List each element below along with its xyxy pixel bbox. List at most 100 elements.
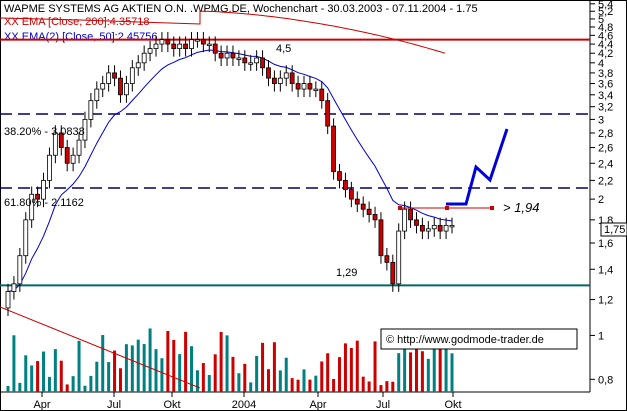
volume-bar: [95, 361, 99, 392]
candle-body: [414, 219, 419, 226]
candle-body: [124, 83, 129, 96]
volume-bar: [367, 381, 371, 392]
candle-body: [165, 39, 171, 45]
candle-body: [141, 52, 147, 64]
candle-body: [283, 72, 289, 79]
volume-bar: [101, 335, 105, 392]
volume-bar: [373, 341, 377, 392]
volume-bar: [338, 357, 342, 392]
y-tick-label: 5: [598, 14, 604, 26]
candle-body: [183, 43, 189, 50]
volume-bar: [255, 355, 259, 392]
candle-body: [153, 43, 159, 50]
y-tick-label: 3,2: [598, 102, 613, 114]
candle-body: [331, 125, 337, 173]
candle-body: [254, 57, 260, 64]
volume-bar: [142, 344, 146, 392]
level-label-resistance: 4,5: [276, 43, 291, 55]
volume-bar: [195, 370, 199, 392]
candle-body: [301, 83, 307, 90]
volume-bar: [438, 332, 442, 392]
candle-body: [47, 154, 52, 181]
x-tick-label: Okt: [444, 399, 461, 411]
volume-bar: [118, 368, 122, 392]
y-tick-label: 5,2: [598, 6, 613, 18]
volume-bar: [65, 384, 69, 392]
y-tick-label: 4,2: [598, 48, 613, 60]
volume-bar: [349, 348, 353, 392]
volume-bar: [219, 332, 223, 392]
chart-title: WAPME SYSTEMS AG AKTIEN O.N. .WPMG.DE, W…: [4, 3, 478, 15]
candle-body: [402, 208, 408, 232]
candle-body: [408, 208, 413, 221]
target-marker-mid: [445, 206, 449, 210]
volume-bar: [124, 344, 128, 392]
volume-bar: [326, 353, 330, 392]
candle-body: [313, 88, 319, 91]
y-tick-label: 0,8: [598, 374, 613, 386]
y-tick-label: 2,2: [598, 175, 613, 187]
y-tick-label: 3,4: [598, 90, 613, 102]
candle-body: [35, 193, 40, 200]
volume-bar: [391, 381, 395, 392]
target-label: > 1,94: [503, 200, 540, 215]
volume-bar: [444, 341, 448, 392]
candle-body: [118, 77, 123, 96]
volume-bar: [249, 382, 253, 392]
candle-body: [289, 72, 295, 84]
candle-body: [431, 224, 437, 230]
y-tick-label: 1: [598, 330, 604, 342]
candle-body: [159, 39, 165, 45]
candle-body: [236, 57, 242, 60]
volume-bar: [172, 339, 176, 392]
candle-body: [354, 198, 360, 205]
volume-bar: [450, 353, 454, 392]
volume-bar: [361, 376, 365, 392]
y-tick-label: 3,6: [598, 79, 613, 91]
candle-body: [64, 147, 70, 164]
volume-bar: [284, 357, 288, 392]
candle-body: [23, 219, 29, 257]
legend-ema50: XX EMA(2) [Close, 50]:2.45756: [4, 31, 157, 43]
y-tick-label: 5,4: [598, 0, 613, 11]
volume-bar: [6, 386, 10, 392]
candle-body: [94, 88, 100, 102]
current-price-box: [600, 222, 627, 237]
volume-trend-line: [0, 306, 201, 389]
x-tick-label: Jul: [107, 399, 121, 411]
volume-bar: [426, 358, 430, 392]
candle-body: [112, 72, 117, 79]
y-tick-label: 2,4: [598, 158, 613, 170]
y-tick-label: 4,8: [598, 22, 613, 34]
volume-bar: [207, 374, 211, 392]
copyright-box: [380, 328, 578, 350]
candle-body: [390, 261, 396, 285]
candle-body: [271, 77, 277, 84]
candle-body: [88, 100, 94, 120]
candle-body: [17, 255, 23, 285]
volume-bar: [308, 379, 312, 392]
current-price-label: 1,75: [604, 224, 625, 236]
volume-bar: [47, 376, 51, 392]
volume-bar: [201, 363, 205, 392]
candle-body: [29, 193, 35, 221]
candle-body: [200, 39, 206, 45]
volume-bar: [190, 346, 194, 392]
volume-bar: [53, 349, 57, 392]
volume-bar: [166, 331, 170, 392]
candle-body: [212, 43, 218, 54]
volume-bar: [355, 340, 359, 392]
volume-bar: [184, 331, 188, 392]
volume-bar: [42, 351, 46, 392]
volume-bar: [379, 385, 383, 392]
volume-bar: [290, 378, 294, 392]
level-label-support: 1,29: [336, 267, 357, 279]
candle-body: [11, 283, 17, 292]
y-tick-label: 1,2: [598, 295, 613, 307]
candle-body: [307, 83, 313, 90]
candle-body: [248, 62, 254, 65]
candle-body: [230, 52, 236, 59]
volume-bar: [272, 342, 276, 392]
y-tick-label: 1,4: [598, 264, 613, 276]
volume-bar: [12, 335, 16, 392]
